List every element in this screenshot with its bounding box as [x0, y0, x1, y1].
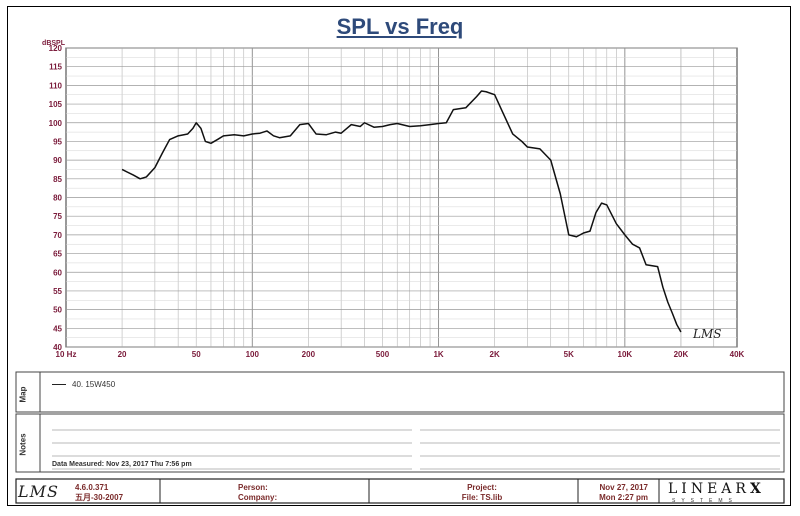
x-tick-label: 10K: [618, 350, 633, 359]
map-panel: [15, 371, 785, 413]
date-time: Nov 27, 2017 Mon 2:27 pm: [588, 483, 648, 503]
date-label: Nov 27, 2017: [599, 483, 648, 492]
y-tick-label: 70: [53, 231, 62, 240]
lms-logo: LMS: [18, 482, 59, 501]
brand-x: X: [749, 481, 765, 497]
y-tick-label: 40: [53, 343, 62, 352]
y-tick-label: 120: [49, 44, 63, 53]
x-tick-label: 5K: [564, 350, 574, 359]
y-tick-label: 95: [53, 137, 62, 146]
legend-entry: 40. 15W450: [72, 380, 116, 389]
x-tick-label: 20: [118, 350, 127, 359]
panels: [15, 371, 785, 504]
y-tick-label: 65: [53, 250, 62, 259]
linearx-logo: LINEARX: [668, 481, 765, 497]
file-label: File: TS.lib: [461, 493, 503, 502]
y-tick-label: 45: [53, 324, 62, 333]
lms-watermark: LMS: [692, 327, 721, 341]
y-tick-label: 75: [53, 212, 62, 221]
y-axis-label: dBSPL: [42, 40, 66, 47]
x-tick-label: 1K: [433, 350, 443, 359]
person-label: Person:: [238, 483, 268, 492]
y-tick-label: 110: [49, 81, 62, 90]
x-tick-label: 500: [376, 350, 390, 359]
legend-swatch: [52, 384, 66, 385]
legend: 40. 15W450: [52, 380, 115, 389]
chart-title: SPL vs Freq: [336, 14, 464, 39]
version-text: 4.6.0.371 五月-30-2007: [75, 483, 123, 503]
map-side-label: Map: [18, 386, 28, 403]
spl-curve: [121, 90, 682, 333]
version-line2: 五月-30-2007: [75, 493, 124, 502]
y-tick-label: 50: [53, 306, 62, 315]
x-tick-label: 10 Hz: [56, 350, 77, 359]
y-tick-label: 115: [49, 63, 62, 72]
y-tick-label: 100: [49, 119, 63, 128]
y-tick-label: 90: [53, 156, 62, 165]
data-measured-text: Data Measured: Nov 23, 2017 Thu 7:56 pm: [52, 461, 192, 468]
version-line1: 4.6.0.371: [75, 483, 109, 492]
x-tick-label: 100: [246, 350, 260, 359]
x-tick-label: 200: [302, 350, 316, 359]
notes-panel: [15, 413, 785, 473]
plot-area: 40 45 50 55 60 65 70 75 80 85 90 95 100 105 110 115 120d…: [42, 40, 745, 359]
y-tick-label: 55: [53, 287, 62, 296]
x-tick-label: 20K: [674, 350, 689, 359]
y-tick-label: 85: [53, 175, 62, 184]
y-tick-label: 105: [49, 100, 63, 109]
notes-side-label: Notes: [18, 433, 28, 456]
company-label: Company:: [238, 493, 278, 502]
brand-text: LINEAR: [668, 481, 750, 497]
x-tick-label: 40K: [730, 350, 745, 359]
person-company: Person: Company:: [238, 483, 277, 503]
footer-panel: [15, 478, 785, 504]
systems-logo: SYSTEMS: [672, 498, 738, 504]
project-file: Project: File: TS.lib: [452, 483, 512, 503]
y-tick-label: 60: [53, 268, 62, 277]
project-label: Project:: [467, 483, 497, 492]
x-tick-label: 50: [192, 350, 201, 359]
y-tick-label: 80: [53, 194, 62, 203]
time-label: Mon 2:27 pm: [599, 493, 648, 502]
x-tick-label: 2K: [490, 350, 500, 359]
